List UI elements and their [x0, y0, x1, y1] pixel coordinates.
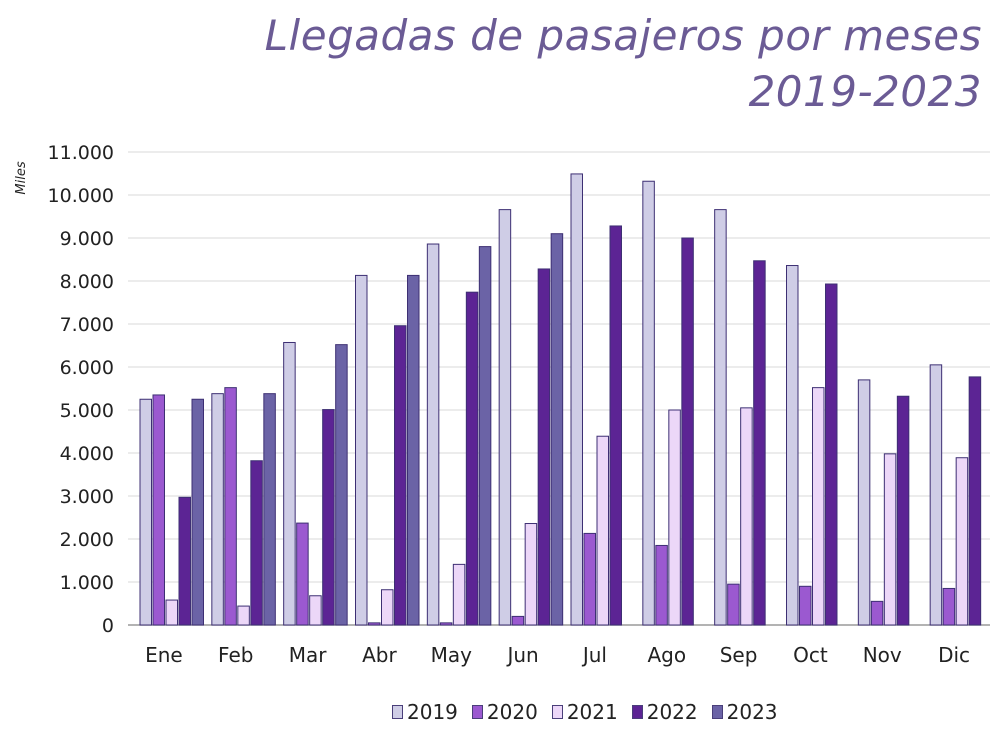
bar-2019-ago	[642, 180, 655, 626]
bar-2023-jun	[550, 233, 564, 626]
legend-label: 2021	[566, 700, 618, 724]
bar-2019-feb	[211, 393, 224, 626]
bar-2019-mar	[283, 341, 296, 626]
bar-2021-oct	[812, 387, 825, 626]
bar-2021-jul	[596, 435, 609, 626]
bar-2021-dic	[955, 457, 969, 626]
bar-2022-abr	[394, 325, 407, 626]
y-tick-label: 6.000	[60, 357, 114, 379]
legend-swatch	[551, 705, 563, 719]
bar-2020-may	[439, 622, 453, 626]
bar-2023-abr	[407, 274, 420, 626]
bar-2020-ene	[152, 394, 165, 626]
bar-2020-jun	[511, 615, 525, 626]
x-tick-label: Oct	[793, 643, 828, 667]
bar-2020-jul	[583, 532, 596, 626]
legend-item-2019: 2019	[392, 700, 458, 724]
y-tick-label: 3.000	[60, 486, 114, 508]
bar-2021-ago	[668, 409, 681, 626]
legend-swatch	[711, 705, 723, 719]
bar-2019-sep	[714, 209, 727, 626]
x-tick-label: Ago	[647, 643, 686, 667]
bar-2020-dic	[942, 587, 956, 626]
bar-2019-oct	[786, 265, 799, 626]
x-tick-label: May	[431, 643, 473, 667]
y-tick-label: 1.000	[60, 572, 114, 594]
y-tick-label: 8.000	[60, 271, 114, 293]
bar-2023-feb	[263, 393, 276, 626]
legend-label: 2022	[646, 700, 698, 724]
bar-2019-jul	[570, 173, 583, 626]
bar-2020-feb	[224, 387, 237, 626]
bar-2022-ago	[681, 237, 694, 626]
bar-2020-mar	[296, 522, 309, 626]
y-tick-label: 4.000	[60, 443, 114, 465]
bar-2020-abr	[368, 622, 381, 626]
bar-2021-jun	[524, 523, 538, 626]
chart-legend: 2019 2020 2021 2022 2023	[392, 700, 778, 724]
y-tick-label: 11.000	[48, 142, 114, 164]
bar-2021-mar	[309, 595, 322, 626]
bar-2021-may	[452, 563, 466, 626]
y-tick-label: 2.000	[60, 529, 114, 551]
bar-2021-abr	[381, 589, 394, 626]
bar-2023-mar	[335, 344, 348, 626]
x-tick-label: Abr	[362, 643, 397, 667]
bar-2023-ene	[191, 398, 204, 626]
x-tick-label: Mar	[289, 643, 328, 667]
bar-2022-jul	[609, 225, 622, 626]
y-tick-label: 7.000	[60, 314, 114, 336]
x-tick-label: Dic	[938, 643, 970, 667]
bar-2021-feb	[237, 605, 250, 626]
legend-swatch	[471, 705, 483, 719]
bar-2022-oct	[825, 283, 838, 626]
x-tick-label: Nov	[863, 643, 902, 667]
bar-2019-abr	[355, 274, 368, 626]
bar-2019-nov	[857, 379, 871, 626]
legend-label: 2019	[407, 700, 458, 724]
x-tick-label: Jun	[505, 643, 538, 667]
bar-2019-jun	[498, 209, 512, 626]
bar-2021-nov	[883, 453, 897, 626]
x-tick-label: Feb	[218, 643, 253, 667]
bar-2020-sep	[727, 583, 740, 626]
y-tick-label: 9.000	[60, 228, 114, 250]
legend-item-2021: 2021	[551, 700, 618, 724]
bar-2022-jun	[537, 268, 551, 626]
bar-2019-may	[426, 243, 440, 626]
legend-item-2023: 2023	[711, 700, 778, 724]
chart-title: Llegadas de pasajeros por meses 2019-202…	[265, 8, 982, 120]
y-tick-label: 10.000	[48, 185, 114, 207]
y-tick-label: 5.000	[60, 400, 114, 422]
legend-swatch	[631, 705, 643, 719]
chart-title-line1: Llegadas de pasajeros por meses	[264, 11, 982, 60]
x-tick-label: Jul	[581, 643, 607, 667]
legend-label: 2020	[486, 700, 538, 724]
bar-2023-may	[478, 246, 492, 626]
y-axis-label: Miles	[14, 161, 29, 194]
x-tick-label: Sep	[720, 643, 758, 667]
bar-2019-dic	[929, 364, 943, 626]
bar-2022-sep	[753, 260, 766, 626]
bar-2020-ago	[655, 544, 668, 626]
bar-2022-dic	[968, 376, 982, 626]
bar-2021-sep	[740, 407, 753, 626]
bar-2022-may	[465, 291, 479, 626]
bar-2022-mar	[322, 409, 335, 626]
x-tick-label: Ene	[145, 643, 183, 667]
legend-label: 2023	[726, 700, 778, 724]
bar-2020-oct	[799, 585, 812, 626]
bar-2020-nov	[870, 600, 884, 626]
legend-item-2022: 2022	[631, 700, 698, 724]
legend-swatch	[392, 705, 403, 719]
bar-2022-feb	[250, 460, 263, 626]
bar-2022-nov	[896, 395, 910, 626]
chart-title-line2: 2019-2023	[748, 67, 982, 116]
bar-2022-ene	[178, 496, 191, 626]
y-tick-label: 0	[102, 615, 114, 637]
legend-item-2020: 2020	[471, 700, 538, 724]
bar-2019-ene	[139, 398, 152, 626]
bar-2021-ene	[165, 599, 178, 626]
